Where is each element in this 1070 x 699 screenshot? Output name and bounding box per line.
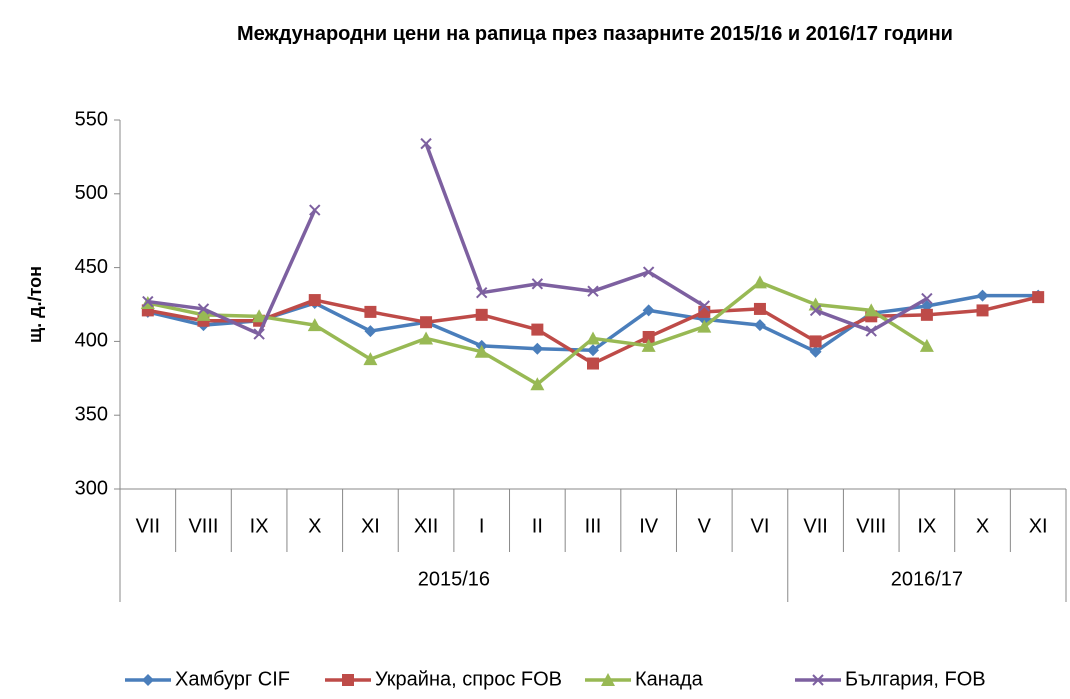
- marker: [865, 325, 877, 337]
- legend-label: България, FOB: [845, 668, 986, 690]
- x-tick-label: IV: [639, 515, 659, 537]
- x-tick-label: XI: [1029, 515, 1048, 537]
- marker: [752, 275, 767, 289]
- marker: [920, 308, 933, 321]
- marker: [531, 323, 544, 336]
- chart-title: Международни цени на рапица през пазарни…: [237, 23, 953, 45]
- marker: [587, 357, 599, 370]
- x-tick-label: VIII: [856, 515, 886, 537]
- group-label: 2015/16: [418, 568, 490, 590]
- marker: [864, 303, 879, 317]
- marker: [363, 352, 378, 366]
- x-tick-label: IX: [250, 515, 269, 537]
- marker: [698, 305, 711, 318]
- x-tick-label: V: [698, 515, 712, 537]
- marker: [976, 304, 989, 317]
- legend-marker: [812, 674, 824, 686]
- marker: [253, 328, 265, 340]
- marker: [475, 286, 488, 299]
- marker: [642, 266, 655, 278]
- marker: [252, 309, 267, 323]
- marker: [196, 307, 211, 321]
- x-tick-label: VI: [750, 515, 769, 537]
- marker: [642, 304, 655, 317]
- marker: [530, 377, 545, 391]
- group-label: 2016/17: [891, 568, 963, 590]
- legend-marker: [601, 673, 615, 686]
- legend-label: Украйна, спрос FOB: [375, 668, 562, 690]
- marker: [307, 318, 322, 332]
- series-line: [147, 143, 928, 336]
- marker: [809, 345, 822, 358]
- marker: [919, 338, 934, 352]
- legend-label: Канада: [635, 668, 704, 690]
- marker: [976, 289, 989, 302]
- x-tick-label: III: [585, 515, 602, 537]
- marker: [753, 302, 766, 315]
- x-tick-label: II: [532, 515, 543, 537]
- marker: [1032, 291, 1045, 304]
- y-tick-label: 350: [75, 403, 108, 425]
- y-tick-label: 450: [75, 256, 108, 278]
- y-tick-label: 500: [75, 182, 108, 204]
- y-axis-label: щ. д./тон: [25, 266, 45, 343]
- marker: [475, 308, 488, 321]
- marker: [420, 137, 432, 150]
- y-tick-label: 400: [75, 330, 108, 352]
- x-tick-label: VII: [803, 515, 827, 537]
- marker: [474, 344, 489, 358]
- marker: [809, 335, 822, 348]
- x-tick-label: I: [479, 515, 485, 537]
- legend-marker: [342, 674, 354, 686]
- marker: [309, 204, 321, 216]
- marker: [364, 305, 377, 318]
- marker: [697, 319, 712, 333]
- x-tick-label: XII: [414, 515, 438, 537]
- marker: [698, 300, 711, 312]
- x-tick-label: X: [976, 515, 989, 537]
- y-tick-label: 550: [75, 108, 108, 130]
- marker: [142, 295, 154, 308]
- marker: [921, 292, 933, 305]
- marker: [586, 331, 600, 345]
- x-tick-label: VIII: [188, 515, 218, 537]
- x-tick-label: IX: [917, 515, 936, 537]
- legend-marker: [142, 674, 154, 686]
- marker: [364, 325, 377, 338]
- marker: [420, 316, 433, 329]
- marker: [642, 330, 655, 343]
- x-tick-label: XI: [361, 515, 380, 537]
- marker: [809, 304, 822, 317]
- marker: [531, 278, 544, 290]
- marker: [531, 342, 544, 355]
- marker: [197, 303, 210, 315]
- marker: [587, 344, 599, 357]
- marker: [308, 294, 321, 307]
- marker: [641, 338, 656, 352]
- marker: [587, 285, 599, 297]
- x-tick-label: VII: [136, 515, 160, 537]
- legend-label: Хамбург CIF: [175, 668, 290, 690]
- x-tick-label: X: [308, 515, 321, 537]
- marker: [753, 319, 766, 332]
- marker: [419, 331, 434, 345]
- y-tick-label: 300: [75, 477, 108, 499]
